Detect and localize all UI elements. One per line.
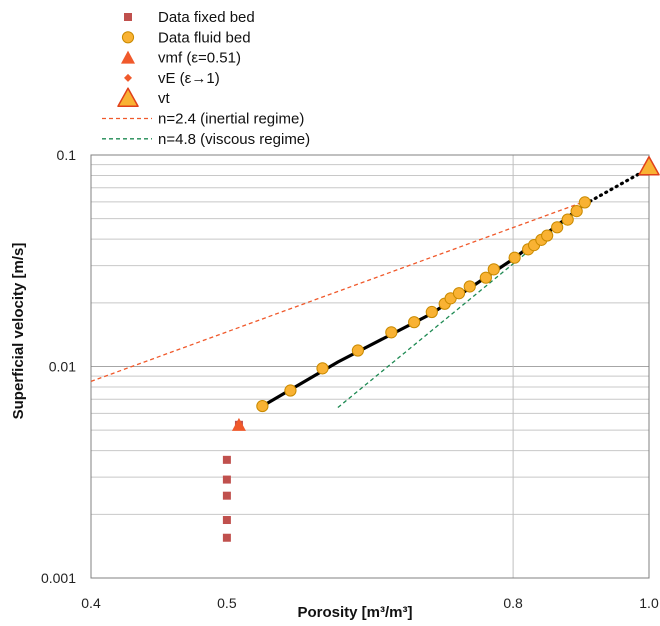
- legend-marker-swatch: [117, 87, 139, 107]
- x-tick-label: 0.4: [81, 595, 101, 611]
- fit-curve-extension: [583, 166, 651, 206]
- circle-point: [351, 344, 364, 357]
- circle-point: [284, 384, 297, 397]
- circle-point: [452, 287, 466, 300]
- circle-point: [463, 280, 476, 293]
- x-axis-title: Porosity [m³/m³]: [297, 604, 412, 621]
- square-point: [222, 491, 231, 500]
- triangle-big-point: [638, 155, 660, 176]
- legend-marker-swatch: [121, 31, 135, 44]
- circle-point: [570, 204, 583, 218]
- plot-markers: [222, 155, 660, 542]
- circle-point: [256, 399, 269, 413]
- circle-point: [425, 305, 438, 319]
- circle-point: [316, 362, 329, 375]
- y-tick-label: 0.01: [49, 359, 76, 375]
- legend-label: n=4.8 (viscous regime): [158, 131, 310, 148]
- y-axis-ticks: 0.001 0.01 0.1: [41, 147, 76, 586]
- circle-point: [479, 271, 492, 284]
- x-axis-ticks: 0.4 0.5 0.8 1.0: [81, 595, 659, 611]
- circle-point: [561, 213, 574, 226]
- x-tick-label: 1.0: [639, 595, 659, 611]
- legend-label: n=2.4 (inertial regime): [158, 111, 304, 128]
- regime-line-1: [90, 202, 582, 383]
- y-axis-title: Superficial velocity [m/s]: [10, 243, 27, 420]
- legend-label: vE (ε→1): [158, 70, 220, 87]
- triangle-point: [231, 417, 246, 431]
- y-tick-label: 0.1: [57, 147, 77, 163]
- x-tick-label: 0.8: [503, 595, 523, 611]
- square-point: [222, 475, 231, 484]
- circle-point: [487, 263, 500, 276]
- plot-grid: [91, 155, 650, 578]
- square-point: [222, 455, 231, 464]
- legend-marker-swatch: [121, 50, 135, 64]
- circle-point: [541, 229, 554, 242]
- plot-lines: [90, 166, 651, 409]
- y-tick-label: 0.001: [41, 570, 76, 586]
- legend-marker-swatch: [124, 73, 132, 82]
- circle-point: [551, 221, 564, 234]
- x-tick-label: 0.5: [217, 595, 237, 611]
- circle-point: [508, 251, 521, 264]
- legend-label: vmf (ε=0.51): [158, 50, 241, 67]
- square-point: [222, 533, 231, 542]
- square-point: [222, 516, 231, 525]
- legend-label: Data fixed bed: [158, 9, 255, 26]
- plot-area-frame: [90, 154, 650, 579]
- legend-marker-swatch: [124, 13, 132, 21]
- legend-label: Data fluid bed: [158, 29, 251, 46]
- circle-point: [578, 196, 591, 209]
- circle-point: [385, 326, 398, 339]
- legend: Data fixed bed Data fluid bed vmf (ε=0.51)…: [102, 9, 310, 148]
- legend-label: vt: [158, 90, 171, 107]
- circle-point: [408, 316, 421, 329]
